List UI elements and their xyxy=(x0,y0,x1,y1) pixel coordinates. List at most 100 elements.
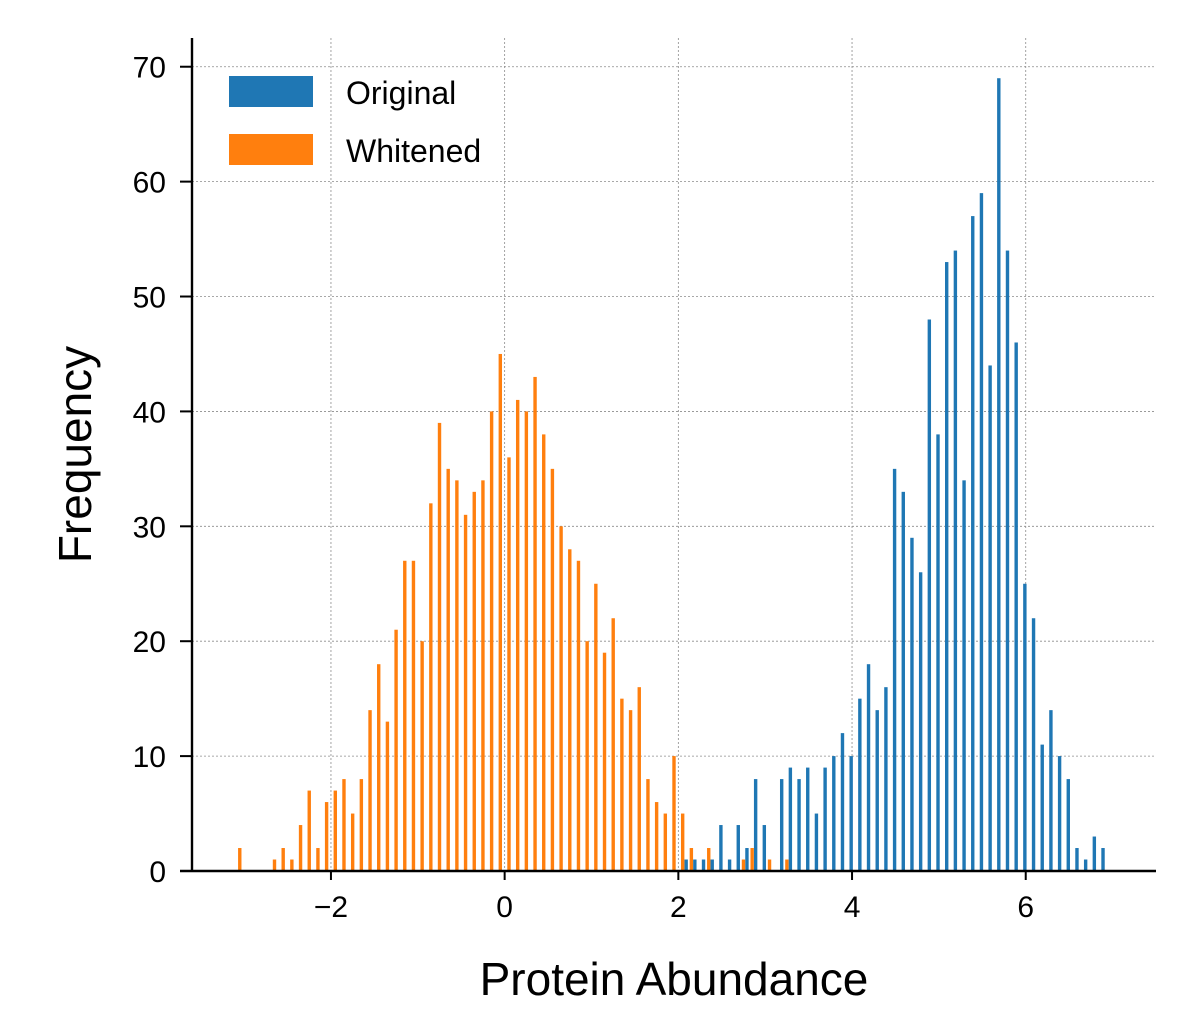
series-original-bars xyxy=(684,78,1105,872)
bar-original-32 xyxy=(962,480,966,871)
bar-original-25 xyxy=(901,491,905,871)
legend-label-whitened: Whitened xyxy=(346,133,481,169)
bar-whitened-44 xyxy=(620,698,624,871)
axes xyxy=(180,38,1156,873)
x-tick-label-1: 0 xyxy=(496,891,513,924)
bar-original-44 xyxy=(1066,779,1070,871)
bar-original-4 xyxy=(719,825,723,871)
bar-whitened-10 xyxy=(324,802,329,871)
bar-whitened-6 xyxy=(290,859,294,871)
bar-whitened-27 xyxy=(472,491,476,871)
bar-original-12 xyxy=(788,767,793,871)
series-whitened-bars xyxy=(238,353,789,872)
bar-whitened-16 xyxy=(377,664,381,871)
y-tick-label-2: 20 xyxy=(133,626,166,659)
bar-original-34 xyxy=(979,193,984,872)
bar-whitened-49 xyxy=(663,813,668,871)
bar-whitened-21 xyxy=(420,641,424,871)
bar-original-38 xyxy=(1014,342,1018,872)
y-tick-label-5: 50 xyxy=(133,282,166,315)
bar-original-39 xyxy=(1023,583,1027,871)
bar-whitened-43 xyxy=(611,618,615,871)
y-tick-label-3: 30 xyxy=(133,511,166,544)
bar-original-45 xyxy=(1075,848,1079,871)
bar-whitened-31 xyxy=(507,457,511,871)
bar-whitened-7 xyxy=(298,825,303,871)
legend: Original Whitened xyxy=(229,75,481,169)
bar-original-6 xyxy=(736,825,740,871)
bar-original-2 xyxy=(701,859,706,871)
bar-whitened-41 xyxy=(594,583,598,871)
bar-whitened-42 xyxy=(602,652,607,871)
bar-whitened-12 xyxy=(342,779,346,871)
bar-original-23 xyxy=(884,687,888,871)
bar-original-14 xyxy=(806,767,810,871)
bar-whitened-26 xyxy=(463,514,468,871)
x-tick-label-4: 6 xyxy=(1017,891,1034,924)
bar-whitened-30 xyxy=(498,353,503,872)
bar-whitened-40 xyxy=(585,641,589,871)
grid-lines xyxy=(192,38,1156,871)
bar-whitened-39 xyxy=(576,560,581,871)
bar-original-24 xyxy=(892,468,897,871)
bar-whitened-14 xyxy=(359,779,364,871)
bar-original-30 xyxy=(945,262,949,871)
bar-original-5 xyxy=(727,859,732,871)
bar-whitened-50 xyxy=(672,756,676,871)
bar-whitened-19 xyxy=(403,560,407,871)
bar-whitened-29 xyxy=(489,411,494,871)
bar-original-13 xyxy=(797,779,801,871)
bar-original-3 xyxy=(710,859,714,871)
bar-original-41 xyxy=(1040,744,1044,871)
bar-whitened-8 xyxy=(307,790,311,871)
bar-whitened-25 xyxy=(455,480,459,871)
bar-original-22 xyxy=(875,710,879,871)
bar-whitened-18 xyxy=(394,629,398,871)
bar-original-42 xyxy=(1049,710,1053,871)
bar-whitened-15 xyxy=(368,710,372,871)
bar-whitened-23 xyxy=(437,422,442,871)
x-tick-label-3: 4 xyxy=(844,891,861,924)
legend-swatch-original xyxy=(229,76,313,107)
bar-original-8 xyxy=(753,779,758,871)
bar-original-7 xyxy=(745,848,749,871)
bar-original-37 xyxy=(1005,250,1010,871)
bar-whitened-63 xyxy=(785,859,789,871)
bar-original-26 xyxy=(910,537,914,871)
bar-original-16 xyxy=(823,767,827,871)
bar-original-20 xyxy=(858,698,862,871)
legend-swatch-whitened xyxy=(229,134,313,165)
bar-whitened-28 xyxy=(481,480,485,871)
bar-original-43 xyxy=(1057,756,1062,871)
x-axis-title: Protein Abundance xyxy=(480,953,869,1005)
y-tick-label-1: 10 xyxy=(133,741,166,774)
bar-original-11 xyxy=(779,779,784,871)
y-tick-label-4: 40 xyxy=(133,396,166,429)
bar-whitened-5 xyxy=(281,848,285,871)
bar-original-18 xyxy=(840,733,845,871)
bar-whitened-32 xyxy=(515,399,520,871)
bar-whitened-9 xyxy=(316,848,320,871)
bar-original-27 xyxy=(918,572,923,871)
bar-whitened-45 xyxy=(628,710,633,871)
bar-original-29 xyxy=(936,434,940,871)
bar-whitened-0 xyxy=(238,848,242,871)
y-tick-label-6: 60 xyxy=(133,167,166,200)
bar-whitened-34 xyxy=(533,376,537,871)
y-tick-label-7: 70 xyxy=(133,52,166,85)
bar-whitened-13 xyxy=(350,813,355,871)
bar-original-21 xyxy=(866,664,871,871)
bar-whitened-20 xyxy=(411,560,416,871)
bar-original-35 xyxy=(988,365,992,871)
bar-original-31 xyxy=(953,250,958,871)
bar-whitened-58 xyxy=(741,859,746,871)
bar-original-40 xyxy=(1031,618,1036,871)
bar-whitened-35 xyxy=(542,434,546,871)
bar-original-36 xyxy=(997,78,1001,871)
bar-whitened-61 xyxy=(767,859,772,871)
bar-original-17 xyxy=(832,756,836,871)
bar-whitened-22 xyxy=(429,503,433,871)
bar-whitened-54 xyxy=(707,848,711,871)
legend-label-original: Original xyxy=(346,75,456,111)
